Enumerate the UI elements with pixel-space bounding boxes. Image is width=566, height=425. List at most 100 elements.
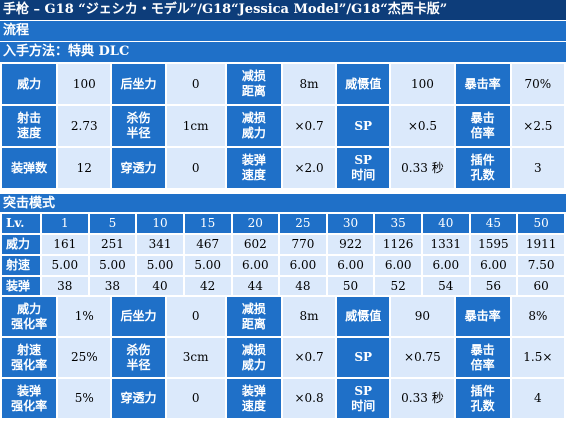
bonus-label: 暴击 倍率 [455,338,510,377]
bonus-value: ×0.75 [391,338,454,377]
stat-value: 40 [137,277,183,296]
base-value: 0 [166,148,225,188]
level-header: 20 [232,214,279,233]
bonus-label: 穿透力 [112,379,165,418]
base-stats-table: 威力 100 后坐力 0 减损 距离 8m 威慑值 100 暴击率 70% 射击 速度 2.73 杀伤 半径 1… [0,62,566,190]
bonus-value: 0 [166,379,225,418]
stat-value: 38 [89,277,136,296]
stat-value: 161 [42,235,88,254]
level-header: 5 [89,214,136,233]
base-label: 杀伤 半径 [112,106,165,146]
stat-row-label: 威力 [2,235,40,254]
base-label: 暴击率 [455,64,510,104]
stat-value: 52 [375,277,421,296]
base-label: 减损 距离 [226,64,281,104]
bonus-value: 4 [511,379,564,418]
bonus-label: 装弹 速度 [226,379,281,418]
stat-value: 50 [327,277,374,296]
stat-value: 467 [184,235,231,254]
bonus-value: 0.33 秒 [391,379,454,418]
section-assault: 突击模式 [0,194,566,213]
stat-value: 6.00 [470,256,517,275]
base-value: ×2.5 [511,106,564,146]
base-value: 3 [511,148,564,188]
bonus-value: 3cm [166,338,225,377]
stat-value: 5.00 [42,256,88,275]
bonus-value: ×0.7 [282,338,336,377]
bonus-value: 8m [282,297,336,336]
stat-value: 48 [280,277,326,296]
base-value: 70% [511,64,564,104]
stat-value: 5.00 [137,256,183,275]
base-value: ×0.7 [282,106,336,146]
stat-value: 1331 [423,235,469,254]
base-value: 12 [58,148,111,188]
bonus-label: 威慑值 [337,297,390,336]
stat-value: 6.00 [280,256,326,275]
bonus-value: 1.5× [511,338,564,377]
stat-value: 54 [423,277,469,296]
stat-row: 装弹 38 38 40 42 44 48 50 52 54 56 60 [2,277,564,296]
base-row: 威力 100 后坐力 0 减损 距离 8m 威慑值 100 暴击率 70% [2,64,564,104]
base-label: 插件 孔数 [455,148,510,188]
base-label: SP 时间 [337,148,390,188]
bonus-value: 0 [166,297,225,336]
bonus-value: ×0.8 [282,379,336,418]
level-header-row: Lv. 1 5 10 15 20 25 30 35 40 45 50 [2,214,564,233]
stat-row: 威力 161 251 341 467 602 770 922 1126 1331 1595 1911 [2,235,564,254]
stat-row: 射速 5.00 5.00 5.00 5.00 6.00 6.00 6.00 6.00 6.00 6.… [2,256,564,275]
bonus-value: 8% [511,297,564,336]
base-value: ×0.5 [391,106,454,146]
base-label: 装弹 速度 [226,148,281,188]
section-flow: 流程 [0,21,566,41]
stat-value: 1595 [470,235,517,254]
bonus-row: 装弹 强化率 5% 穿透力 0 装弹 速度 ×0.8 SP 时间 0.33 秒插件 孔数 4 [2,379,564,418]
stat-value: 1911 [518,235,564,254]
base-label: 后坐力 [112,64,165,104]
section-acquire: 入手方法：特典 DLC [0,42,566,62]
level-header: 10 [137,214,183,233]
base-row: 射击 速度 2.73 杀伤 半径 1cm 减损 威力 ×0.7 SP ×0.5 暴击 倍率 ×2.5 [2,106,564,146]
stat-value: 6.00 [232,256,279,275]
stat-row-label: 装弹 [2,277,40,296]
bonus-label: 插件 孔数 [455,379,510,418]
bonus-label: 射速 强化率 [2,338,57,377]
stat-value: 38 [42,277,88,296]
bonus-label: 后坐力 [112,297,165,336]
level-header: 15 [184,214,231,233]
base-label: 减损 威力 [226,106,281,146]
level-header: 40 [423,214,469,233]
bonus-label: 减损 距离 [226,297,281,336]
level-header-label: Lv. [2,214,40,233]
stat-row-label: 射速 [2,256,40,275]
stat-value: 602 [232,235,279,254]
bonus-stats-table: 威力 强化率 1% 后坐力 0 减损 距离 8m 威慑值 90 暴击率 8% 射速 强化率 25% 杀伤 半径 3… [0,295,566,420]
base-value: 1cm [166,106,225,146]
stat-value: 5.00 [89,256,136,275]
base-label: 威力 [2,64,57,104]
bonus-value: 90 [391,297,454,336]
bonus-label: 威力 强化率 [2,297,57,336]
bonus-label: 装弹 强化率 [2,379,57,418]
base-value: 0 [166,64,225,104]
stat-value: 6.00 [375,256,421,275]
base-value: 100 [58,64,111,104]
base-label: SP [337,106,390,146]
bonus-label: 减损 威力 [226,338,281,377]
stat-value: 1126 [375,235,421,254]
base-value: ×2.0 [282,148,336,188]
stat-value: 44 [232,277,279,296]
stat-value: 7.50 [518,256,564,275]
stat-value: 56 [470,277,517,296]
level-header: 50 [518,214,564,233]
level-stats-table: Lv. 1 5 10 15 20 25 30 35 40 45 50 威力 161 251 341 467 602… [0,212,566,298]
level-header: 35 [375,214,421,233]
bonus-row: 威力 强化率 1% 后坐力 0 减损 距离 8m 威慑值 90 暴击率 8% [2,297,564,336]
bonus-value: 5% [58,379,111,418]
bonus-label: 杀伤 半径 [112,338,165,377]
base-label: 暴击 倍率 [455,106,510,146]
stat-value: 42 [184,277,231,296]
base-value: 0.33 秒 [391,148,454,188]
bonus-label: 暴击率 [455,297,510,336]
